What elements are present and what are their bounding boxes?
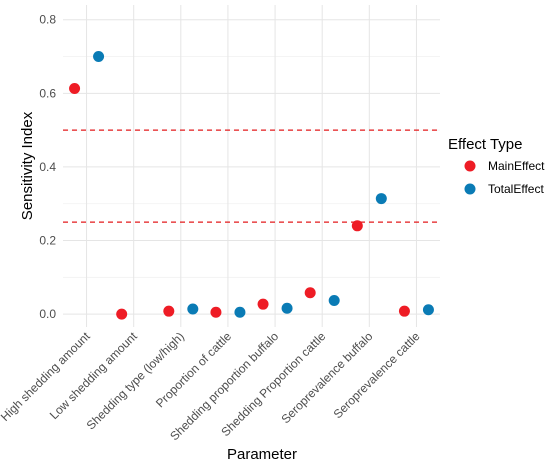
legend-label-totaleffect: TotalEffect	[488, 182, 544, 196]
x-tick-label: Seroprevalence cattle	[331, 329, 423, 421]
reference-lines	[63, 129, 440, 223]
point-maineffect-2	[163, 305, 175, 317]
point-totaleffect-5	[328, 295, 340, 307]
point-totaleffect-2	[187, 303, 199, 315]
point-maineffect-4	[257, 298, 269, 310]
y-tick-label: 0.8	[39, 13, 56, 27]
legend-key-maineffect	[464, 160, 476, 172]
data-points	[69, 51, 434, 320]
legend: Effect Type MainEffect TotalEffect	[448, 136, 545, 196]
point-totaleffect-3	[234, 306, 246, 318]
point-totaleffect-0	[93, 51, 105, 63]
point-maineffect-5	[304, 287, 316, 299]
x-tick-label: Seroprevalence buffalo	[278, 329, 375, 426]
point-maineffect-0	[69, 83, 81, 95]
x-tick-label: High shedding amount	[0, 329, 93, 424]
x-axis-title: Parameter	[227, 446, 297, 463]
y-tick-label: 0.4	[39, 160, 56, 174]
point-totaleffect-6	[375, 193, 387, 205]
y-axis-title: Sensitivity Index	[19, 111, 36, 220]
y-tick-labels: 0.0 0.2 0.4 0.6 0.8	[39, 13, 56, 321]
point-totaleffect-7	[422, 304, 434, 316]
point-maineffect-1	[116, 308, 128, 320]
y-tick-label: 0.2	[39, 234, 56, 248]
point-maineffect-7	[398, 305, 410, 317]
x-tick-label: Low shedding amount	[47, 329, 140, 422]
grid	[63, 5, 440, 327]
legend-title: Effect Type	[448, 136, 523, 153]
y-tick-label: 0.6	[39, 86, 56, 100]
point-maineffect-3	[210, 306, 222, 318]
legend-key-totaleffect	[464, 183, 476, 195]
legend-label-maineffect: MainEffect	[488, 159, 545, 173]
y-tick-label: 0.0	[39, 307, 56, 321]
point-maineffect-6	[351, 220, 363, 232]
point-totaleffect-4	[281, 302, 293, 314]
